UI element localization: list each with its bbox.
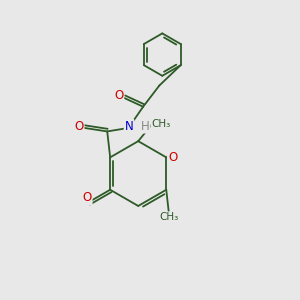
Text: CH₃: CH₃ [160, 212, 179, 222]
Text: N: N [124, 120, 134, 133]
Text: CH₃: CH₃ [151, 119, 170, 129]
Text: H: H [141, 120, 149, 133]
Text: O: O [114, 89, 123, 102]
Text: O: O [82, 191, 92, 204]
Text: O: O [168, 151, 177, 164]
Text: O: O [74, 120, 84, 133]
